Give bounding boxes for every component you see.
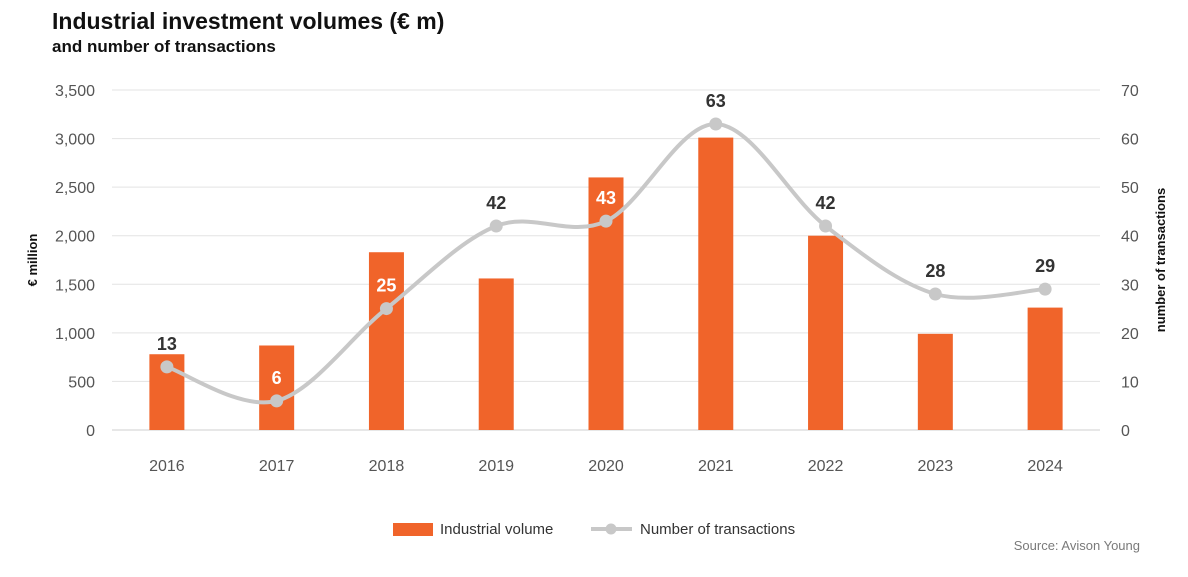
x-tick-label: 2016 xyxy=(149,458,185,475)
y-tick-label-right: 50 xyxy=(1121,180,1139,197)
line-point xyxy=(1038,282,1052,296)
data-label: 42 xyxy=(486,193,506,213)
line-point xyxy=(160,360,174,374)
y-tick-label-right: 10 xyxy=(1121,374,1139,391)
line-point xyxy=(819,219,833,233)
data-label: 13 xyxy=(157,334,177,354)
y-tick-label-right: 30 xyxy=(1121,277,1139,294)
y-axis-label-left: € million xyxy=(25,234,40,287)
y-tick-label-right: 40 xyxy=(1121,229,1139,246)
line-series xyxy=(160,117,1052,408)
y-tick-label-left: 1,500 xyxy=(55,277,95,294)
y-tick-label-left: 500 xyxy=(68,374,95,391)
bar xyxy=(259,345,295,430)
bar xyxy=(917,333,953,430)
bar xyxy=(478,278,514,430)
bar xyxy=(1027,307,1063,430)
x-tick-label: 2022 xyxy=(808,458,844,475)
chart-subtitle: and number of transactions xyxy=(52,37,276,56)
data-label: 29 xyxy=(1035,256,1055,276)
y-tick-label-left: 3,500 xyxy=(55,83,95,100)
line-point xyxy=(379,302,393,316)
chart-title: Industrial investment volumes (€ m) xyxy=(52,8,445,34)
line-point xyxy=(599,214,613,228)
y-tick-label-left: 2,000 xyxy=(55,229,95,246)
data-label: 6 xyxy=(272,368,282,388)
legend-swatch-transactions-marker xyxy=(605,523,617,535)
y-axis-right: 0 10 20 30 40 50 60 70 xyxy=(1121,83,1139,440)
x-tick-label: 2020 xyxy=(588,458,624,475)
bar xyxy=(808,235,844,430)
legend: Industrial volume Number of transactions xyxy=(393,521,795,538)
data-label: 25 xyxy=(376,276,396,296)
line-point xyxy=(270,394,284,408)
data-label: 43 xyxy=(596,188,616,208)
y-tick-label-right: 60 xyxy=(1121,132,1139,149)
y-axis-left: 0 500 1,000 1,500 2,000 2,500 3,000 3,500 xyxy=(55,83,95,440)
data-label: 42 xyxy=(816,193,836,213)
x-tick-label: 2021 xyxy=(698,458,734,475)
bar xyxy=(698,137,734,430)
data-label: 63 xyxy=(706,91,726,111)
legend-label-volume: Industrial volume xyxy=(440,521,553,538)
x-tick-label: 2024 xyxy=(1027,458,1063,475)
x-tick-label: 2023 xyxy=(918,458,954,475)
line-point xyxy=(928,287,942,301)
line-point xyxy=(489,219,503,233)
data-labels: 13 6 25 42 43 63 42 28 29 xyxy=(157,91,1055,388)
x-tick-label: 2018 xyxy=(369,458,405,475)
source-note: Source: Avison Young xyxy=(1013,538,1140,553)
legend-label-transactions: Number of transactions xyxy=(640,521,795,538)
y-tick-label-right: 0 xyxy=(1121,423,1130,440)
bar xyxy=(368,252,404,430)
y-tick-label-right: 20 xyxy=(1121,326,1139,343)
y-tick-label-left: 3,000 xyxy=(55,132,95,149)
line-point xyxy=(709,117,723,131)
y-tick-label-right: 70 xyxy=(1121,83,1139,100)
x-tick-label: 2019 xyxy=(478,458,514,475)
x-axis: 2016 2017 2018 2019 2020 2021 2022 2023 2024 xyxy=(149,458,1063,475)
legend-swatch-volume xyxy=(393,523,433,536)
y-tick-label-left: 0 xyxy=(86,423,95,440)
y-axis-label-right: number of transactions xyxy=(1153,188,1168,332)
y-tick-label-left: 1,000 xyxy=(55,326,95,343)
x-tick-label: 2017 xyxy=(259,458,295,475)
data-label: 28 xyxy=(925,261,945,281)
y-tick-label-left: 2,500 xyxy=(55,180,95,197)
